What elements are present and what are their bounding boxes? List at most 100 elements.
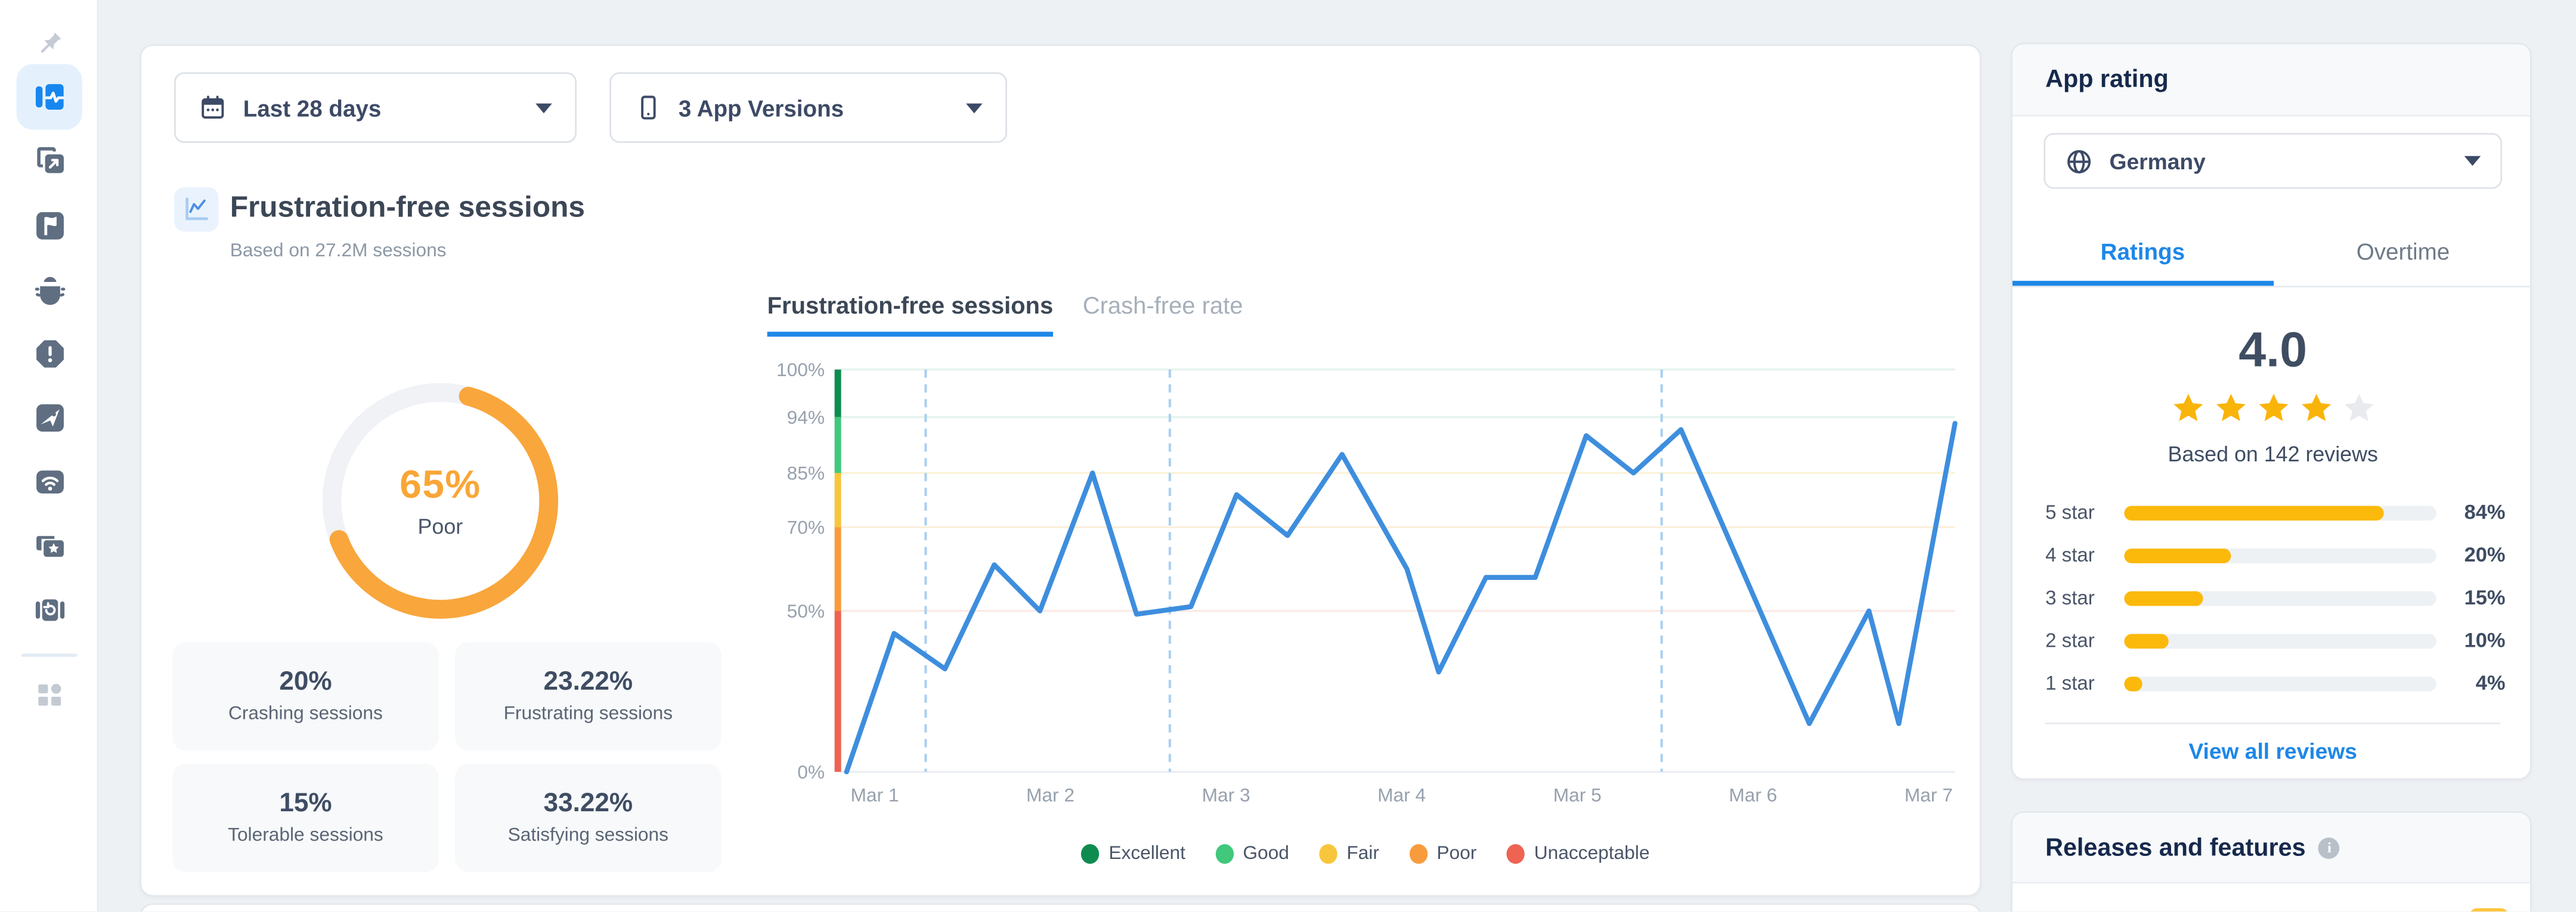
alert-icon [35,339,63,367]
donut-value: 65% [400,463,481,508]
releases-card: Releases and features i [2011,811,2532,912]
legend-dot-icon [1318,844,1337,864]
legend-label: Fair [1346,844,1379,864]
stat-value: 20% [279,668,332,697]
star-bar-label: 1 star [2045,671,2095,695]
apps-grid-icon [38,684,61,706]
legend-label: Poor [1436,844,1477,864]
export-icon [36,146,63,172]
date-range-dropdown[interactable]: Last 28 days [174,72,577,143]
page-subtitle: Based on 27.2M sessions [230,241,447,262]
sidebar [0,0,99,912]
app-rating-card: App rating Germany Ratings Overtime 4.0 … [2011,42,2534,780]
calendar-icon [202,95,224,119]
view-all-reviews-link[interactable]: View all reviews [2188,739,2357,764]
star-bar-track [2124,547,2436,563]
sidebar-item-flag[interactable] [0,207,98,243]
sidebar-item-alerts[interactable] [0,335,98,371]
bug-icon [34,276,64,305]
legend-label: Excellent [1109,844,1185,864]
tab-crash-free-rate[interactable]: Crash-free rate [1082,294,1243,321]
star-bar-row: 1 star 4% [2045,662,2505,705]
star-filled-icon [2215,393,2245,421]
legend-item: Excellent [1080,844,1185,864]
sidebar-item-session-health[interactable] [16,64,82,130]
sidebar-item-apps[interactable] [0,677,98,713]
sidebar-item-export[interactable] [0,141,98,178]
sessions-line-chart: 100% 94% 85% 70% 50% 0% Mar 1 Mar 2 Mar 3 Mar 4 Ma… [776,359,1958,805]
app-rating-title: App rating [2045,66,2169,94]
star-bar-fill [2124,547,2231,563]
tab-overtime[interactable]: Overtime [2356,238,2450,265]
sidebar-item-ratings[interactable] [0,527,98,563]
star-bar-fill [2124,633,2168,648]
stat-label: Frustrating sessions [503,704,673,724]
frustration-donut: 65% Poor [309,370,572,632]
rating-based-on: Based on 142 reviews [2168,442,2378,467]
sidebar-item-launch[interactable] [0,399,98,435]
app-versions-value: 3 App Versions [678,94,844,121]
star-bar-fill [2124,505,2383,520]
legend-item: Good [1215,844,1289,864]
pin-icon[interactable] [0,26,98,56]
rating-score: 4.0 [2238,323,2308,378]
phone-icon [641,95,656,120]
flag-icon [35,211,63,239]
tab-frustration-free-sessions[interactable]: Frustration-free sessions [767,294,1054,337]
rocket-icon [35,403,63,431]
tab-ratings[interactable]: Ratings [2012,222,2273,286]
stat-value: 23.22% [543,668,633,697]
app-rating-header: App rating [2012,44,2530,117]
session-health-icon [35,84,64,110]
legend-dot-icon [1506,844,1525,864]
frustration-panel: Last 28 days 3 App Versions Frustration-… [140,44,1981,897]
star-bar-track [2124,675,2436,691]
info-icon[interactable]: i [2318,836,2340,858]
stat-label: Crashing sessions [228,704,383,724]
legend-dot-icon [1215,844,1233,864]
sidebar-item-replay[interactable] [0,591,98,628]
divider [2045,722,2501,724]
legend-dot-icon [1408,844,1427,864]
wifi-icon [35,469,63,493]
releases-header: Releases and features i [2012,812,2530,884]
y-axis-label: 100% [776,359,825,380]
y-axis-label: 50% [787,600,825,622]
star-distribution: 5 star 84% 4 star 20% 3 star 15% 2 star 10% 1 st… [2045,491,2505,705]
star-bar-percent: 4% [2475,671,2506,695]
sidebar-item-network[interactable] [0,463,98,500]
star-bar-row: 4 star 20% [2045,533,2505,576]
stat-label: Tolerable sessions [228,826,383,846]
y-axis-label: 94% [787,407,825,428]
stat-frustrating: 23.22% Frustrating sessions [455,642,722,751]
star-bar-fill [2124,675,2143,691]
release-badge [2469,908,2509,912]
star-bar-percent: 15% [2464,586,2506,610]
x-axis-label: Mar 6 [1729,784,1777,805]
chart-tabs: Frustration-free sessions Crash-free rat… [767,294,1243,337]
star-bar-label: 2 star [2045,629,2095,652]
star-bar-track [2124,633,2436,648]
app-versions-dropdown[interactable]: 3 App Versions [609,72,1007,143]
axis-band [834,369,841,417]
star-bar-percent: 84% [2464,501,2506,524]
rating-tabs: Ratings Overtime [2012,222,2534,288]
star-bar-track [2124,590,2436,606]
axis-band [834,473,841,528]
star-bar-row: 2 star 10% [2045,619,2505,662]
y-axis-label: 70% [787,516,825,538]
stat-value: 33.22% [543,790,633,818]
y-axis-label: 0% [797,761,825,783]
rating-stars [2012,391,2533,427]
legend-label: Good [1243,844,1289,864]
axis-band [834,527,841,611]
stat-label: Satisfying sessions [507,826,669,846]
country-dropdown[interactable]: Germany [2044,133,2503,189]
line-chart-icon [185,197,209,221]
releases-title: Releases and features [2045,833,2306,862]
x-axis-label: Mar 1 [850,784,899,805]
x-axis-label: Mar 5 [1553,784,1602,805]
sidebar-item-bug[interactable] [0,271,98,308]
star-filled-icon [2301,393,2330,421]
